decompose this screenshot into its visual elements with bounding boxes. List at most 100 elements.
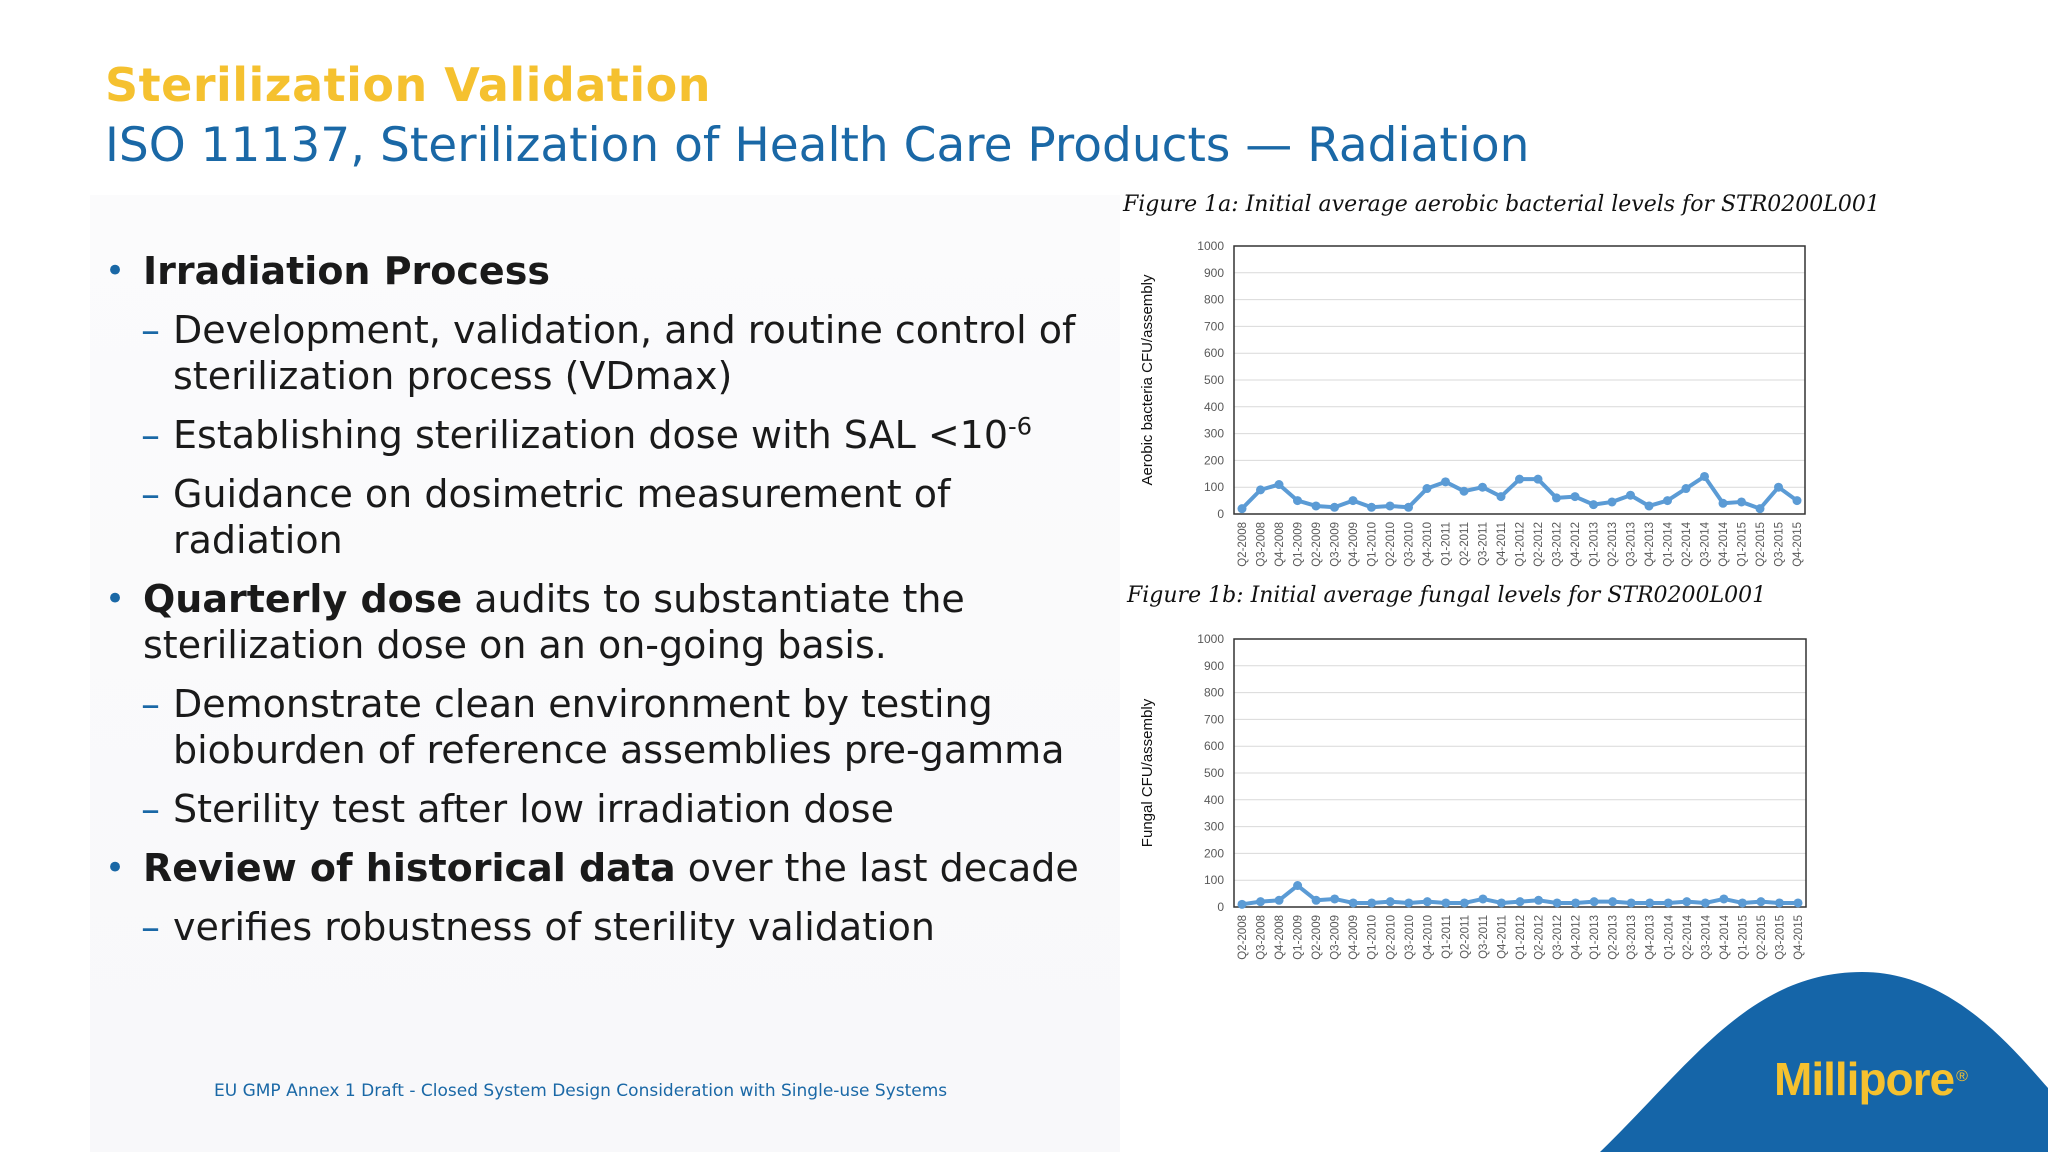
sub-bullet: – verifies robustness of sterility valid… bbox=[105, 904, 1105, 950]
bullet-list: • Irradiation Process – Development, val… bbox=[105, 248, 1105, 963]
y-tick-label: 700 bbox=[1204, 712, 1224, 726]
y-tick-label: 100 bbox=[1204, 873, 1224, 887]
bullet-irradiation-process: • Irradiation Process bbox=[105, 248, 1105, 294]
x-tick-label: Q3-2012 bbox=[1552, 522, 1564, 567]
x-tick-label: Q2-2013 bbox=[1607, 522, 1619, 567]
data-point bbox=[1515, 474, 1524, 484]
y-tick-label: 100 bbox=[1204, 480, 1224, 494]
x-tick-label: Q1-2015 bbox=[1737, 915, 1749, 960]
data-point bbox=[1571, 898, 1581, 908]
y-tick-label: 600 bbox=[1204, 739, 1224, 753]
y-tick-label: 800 bbox=[1204, 293, 1224, 307]
bullet-dot-icon: • bbox=[105, 848, 126, 888]
data-point bbox=[1681, 484, 1691, 494]
sub-bullet: – Sterility test after low irradiation d… bbox=[105, 786, 1105, 832]
figure-1b-caption: Figure 1b: Initial average fungal levels… bbox=[1127, 583, 1767, 608]
y-tick-label: 400 bbox=[1204, 793, 1224, 807]
dash-icon: – bbox=[141, 472, 160, 516]
bullet-text: over the last decade bbox=[675, 846, 1079, 890]
x-tick-label: Q4-2014 bbox=[1718, 521, 1730, 566]
x-tick-label: Q1-2011 bbox=[1441, 915, 1453, 959]
data-point bbox=[1792, 496, 1802, 506]
data-point bbox=[1496, 898, 1506, 908]
y-tick-label: 500 bbox=[1204, 766, 1224, 780]
x-tick-label: Q3-2014 bbox=[1700, 521, 1712, 566]
y-tick-label: 0 bbox=[1217, 900, 1224, 914]
x-tick-label: Q1-2012 bbox=[1515, 915, 1527, 960]
data-point bbox=[1496, 492, 1506, 502]
bullet-bold-text: Review of historical data bbox=[143, 846, 676, 890]
x-tick-label: Q2-2010 bbox=[1385, 522, 1397, 567]
sub-bullet: – Guidance on dosimetric measurement of … bbox=[105, 471, 1105, 563]
x-tick-label: Q1-2014 bbox=[1663, 521, 1675, 566]
dash-icon: – bbox=[141, 413, 160, 457]
x-tick-label: Q1-2009 bbox=[1293, 522, 1305, 567]
x-tick-label: Q2-2010 bbox=[1385, 915, 1397, 960]
dash-icon: – bbox=[141, 308, 160, 352]
x-tick-label: Q3-2009 bbox=[1330, 915, 1342, 960]
data-point bbox=[1293, 496, 1302, 506]
x-tick-label: Q4-2013 bbox=[1645, 915, 1657, 960]
data-point bbox=[1274, 895, 1284, 905]
x-tick-label: Q3-2015 bbox=[1774, 522, 1786, 567]
data-point bbox=[1774, 482, 1783, 492]
x-tick-label: Q4-2008 bbox=[1274, 915, 1286, 960]
bullet-bold-text: Irradiation Process bbox=[143, 249, 550, 293]
x-tick-label: Q4-2014 bbox=[1719, 914, 1731, 959]
x-tick-label: Q4-2015 bbox=[1793, 915, 1805, 960]
data-point bbox=[1422, 484, 1432, 494]
data-point bbox=[1478, 894, 1488, 904]
x-tick-label: Q3-2011 bbox=[1478, 522, 1490, 566]
x-tick-label: Q1-2013 bbox=[1589, 915, 1601, 960]
x-tick-label: Q1-2014 bbox=[1663, 914, 1675, 959]
x-tick-label: Q2-2009 bbox=[1311, 915, 1323, 960]
data-point bbox=[1441, 898, 1451, 908]
chart-fungal: 0 100 200 300 400 500 600 700 800 900 1000 Q2-2008 Q… bbox=[1139, 632, 1807, 960]
x-tick-label: Q3-2013 bbox=[1626, 522, 1638, 567]
data-point bbox=[1626, 898, 1636, 908]
data-point bbox=[1459, 486, 1469, 496]
x-tick-label: Q3-2011 bbox=[1478, 915, 1490, 959]
superscript-exponent: -6 bbox=[1008, 412, 1032, 441]
x-tick-label: Q2-2015 bbox=[1756, 915, 1768, 960]
x-tick-label: Q3-2010 bbox=[1404, 522, 1416, 567]
data-point bbox=[1515, 897, 1525, 907]
sub-bullet: – Establishing sterilization dose with S… bbox=[105, 412, 1105, 458]
data-point bbox=[1663, 898, 1673, 908]
figure-1a-caption: Figure 1a: Initial average aerobic bacte… bbox=[1123, 192, 1880, 217]
data-point bbox=[1237, 899, 1247, 909]
data-point bbox=[1552, 898, 1562, 908]
data-point bbox=[1422, 897, 1432, 907]
data-point bbox=[1385, 897, 1395, 907]
data-point bbox=[1311, 895, 1321, 905]
y-tick-label: 800 bbox=[1204, 686, 1224, 700]
dash-icon: – bbox=[141, 682, 160, 726]
x-tick-label: Q1-2011 bbox=[1441, 522, 1453, 566]
data-point bbox=[1719, 894, 1729, 904]
bullet-bold-text: Quarterly dose bbox=[143, 577, 463, 621]
y-axis-label: Aerobic bacteria CFU/assembly bbox=[1139, 274, 1156, 485]
bullet-dot-icon: • bbox=[105, 251, 126, 291]
y-tick-label: 300 bbox=[1204, 427, 1224, 441]
data-point bbox=[1737, 898, 1747, 908]
data-point bbox=[1682, 897, 1692, 907]
x-tick-label: Q4-2010 bbox=[1422, 915, 1434, 960]
y-tick-label: 200 bbox=[1204, 846, 1224, 860]
sub-bullet-text: verifies robustness of sterility validat… bbox=[173, 905, 935, 949]
data-point bbox=[1533, 474, 1543, 484]
x-tick-label: Q3-2013 bbox=[1626, 915, 1638, 960]
data-point bbox=[1534, 895, 1544, 905]
x-tick-label: Q2-2011 bbox=[1459, 522, 1471, 566]
x-tick-label: Q3-2008 bbox=[1256, 522, 1268, 567]
y-tick-label: 300 bbox=[1204, 820, 1224, 834]
x-tick-label: Q4-2013 bbox=[1644, 522, 1656, 567]
x-tick-label: Q2-2015 bbox=[1755, 522, 1767, 567]
plot-area bbox=[1233, 638, 1807, 908]
y-tick-label: 200 bbox=[1204, 453, 1224, 467]
x-tick-label: Q3-2015 bbox=[1774, 915, 1786, 960]
x-tick-label: Q1-2015 bbox=[1737, 522, 1749, 567]
data-point bbox=[1237, 504, 1247, 514]
data-point bbox=[1348, 898, 1358, 908]
dash-icon: – bbox=[141, 905, 160, 949]
data-point bbox=[1330, 502, 1339, 512]
